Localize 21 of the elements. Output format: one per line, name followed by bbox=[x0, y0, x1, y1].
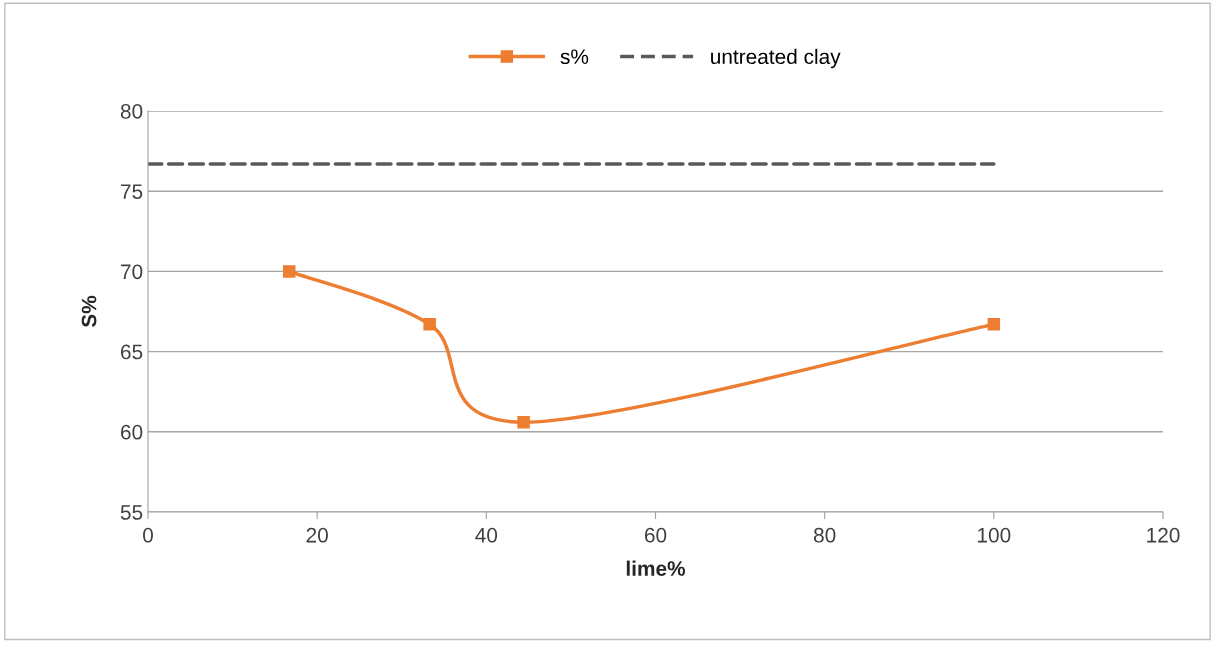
point bbox=[517, 415, 530, 429]
x-axis-title: lime% bbox=[626, 560, 686, 576]
point bbox=[423, 318, 436, 331]
x-tick-label: 120 bbox=[1147, 527, 1180, 543]
x-tick-label: 40 bbox=[475, 527, 498, 543]
y-tick-label: 80 bbox=[120, 104, 143, 119]
x-tick-label: 60 bbox=[644, 527, 667, 543]
y-tick-label: 60 bbox=[121, 424, 143, 440]
y-tick-label: 70 bbox=[121, 264, 143, 280]
x-tick-label: 80 bbox=[813, 527, 836, 543]
point bbox=[987, 318, 1001, 331]
legend-label: untreated clay bbox=[711, 48, 841, 69]
point bbox=[283, 265, 296, 278]
x-tick-label: 100 bbox=[978, 527, 1011, 543]
x-tick-label: 0 bbox=[143, 527, 153, 543]
y-tick-label: 55 bbox=[120, 505, 143, 520]
y-tick-label: 65 bbox=[121, 344, 143, 360]
y-tick-label: 75 bbox=[121, 184, 143, 199]
y-axis-title: S% bbox=[81, 295, 97, 328]
x-tick-label: 20 bbox=[306, 527, 328, 543]
legend-label: s% bbox=[560, 49, 589, 65]
